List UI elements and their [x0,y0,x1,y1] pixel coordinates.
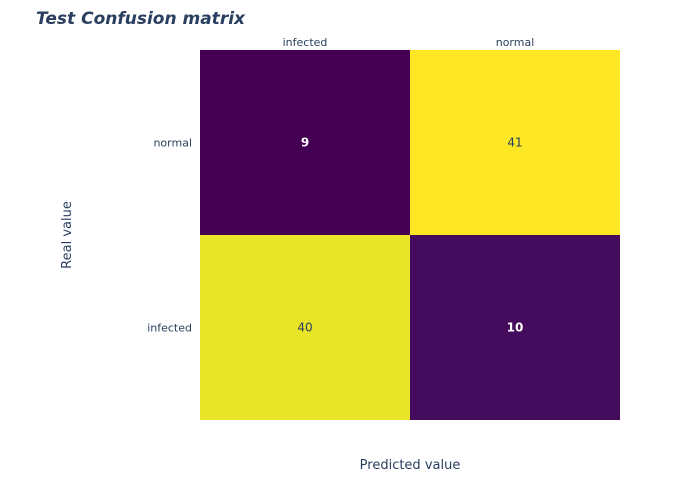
heatmap-cell [200,235,410,420]
heatmap-cell [200,50,410,235]
heatmap-cell [410,50,620,235]
cell-value-label: 40 [297,321,312,335]
chart-title: Test Confusion matrix [36,9,246,29]
y-axis-label: Real value [60,201,75,269]
x-axis-label: Predicted value [360,458,461,473]
x-tick-labels: infected normal [283,36,535,49]
y-tick-label: normal [153,137,192,150]
cell-value-label: 41 [507,136,522,150]
heatmap-cell [410,235,620,420]
heatmap-cells: 9 41 40 10 [200,50,620,420]
x-tick-label: normal [496,36,535,49]
cell-value-label: 9 [301,136,309,150]
x-tick-label: infected [283,36,328,49]
cell-value-label: 10 [507,321,524,335]
y-tick-labels: normal infected [147,137,192,335]
y-tick-label: infected [147,322,192,335]
